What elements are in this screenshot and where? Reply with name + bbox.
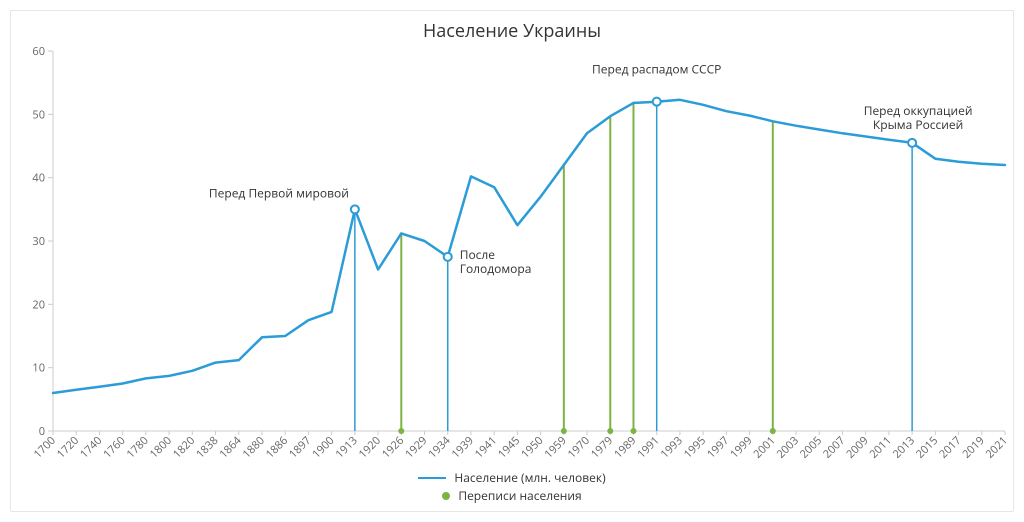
chart-legend: Население (млн. человек) Переписи населе… (11, 469, 1013, 505)
svg-text:1929: 1929 (402, 433, 430, 461)
svg-text:50: 50 (32, 107, 45, 122)
svg-text:1820: 1820 (170, 433, 198, 461)
svg-text:1941: 1941 (472, 433, 500, 461)
svg-text:1959: 1959 (541, 433, 569, 461)
svg-text:1700: 1700 (30, 433, 58, 461)
svg-text:1897: 1897 (286, 433, 314, 461)
svg-text:2003: 2003 (773, 433, 801, 461)
svg-text:1997: 1997 (704, 433, 732, 461)
svg-text:2013: 2013 (890, 433, 918, 461)
svg-text:1920: 1920 (355, 433, 383, 461)
svg-text:Перед оккупациейКрыма Россией: Перед оккупациейКрыма Россией (864, 102, 973, 133)
svg-text:2001: 2001 (750, 433, 778, 461)
svg-text:1934: 1934 (425, 433, 454, 462)
svg-text:1780: 1780 (123, 433, 151, 461)
svg-text:Перед Первой мировой: Перед Первой мировой (209, 184, 349, 201)
svg-text:1913: 1913 (332, 433, 360, 461)
svg-text:1995: 1995 (681, 433, 709, 461)
svg-text:1720: 1720 (54, 433, 82, 461)
svg-text:2017: 2017 (936, 433, 964, 461)
svg-text:2019: 2019 (959, 433, 987, 461)
svg-text:1838: 1838 (193, 433, 221, 461)
svg-text:1900: 1900 (309, 433, 337, 461)
svg-text:2007: 2007 (820, 433, 848, 461)
svg-text:1945: 1945 (495, 433, 523, 461)
svg-text:10: 10 (32, 361, 45, 376)
svg-text:1950: 1950 (518, 433, 546, 461)
svg-text:1740: 1740 (77, 433, 105, 461)
legend-census-label: Переписи населения (458, 487, 581, 505)
chart-plot: 0102030405060170017201740176017801800182… (11, 11, 1013, 471)
chart-container: Население Украины 0102030405060170017201… (10, 10, 1014, 512)
svg-text:2021: 2021 (982, 433, 1010, 461)
svg-text:40: 40 (32, 171, 45, 186)
svg-text:1939: 1939 (448, 433, 476, 461)
svg-text:1926: 1926 (379, 433, 407, 461)
svg-text:1800: 1800 (147, 433, 175, 461)
svg-text:1991: 1991 (634, 433, 662, 461)
svg-text:1760: 1760 (100, 433, 128, 461)
svg-text:1989: 1989 (611, 433, 639, 461)
svg-text:30: 30 (32, 234, 45, 249)
svg-text:2011: 2011 (866, 433, 894, 461)
svg-text:60: 60 (32, 44, 45, 59)
svg-text:1864: 1864 (216, 433, 245, 462)
svg-text:1880: 1880 (239, 433, 267, 461)
svg-text:2015: 2015 (913, 433, 941, 461)
legend-census-row: Переписи населения (11, 487, 1013, 505)
legend-dot-swatch (442, 492, 450, 500)
legend-series-label: Население (млн. человек) (454, 469, 605, 487)
svg-text:20: 20 (32, 297, 45, 312)
legend-line-swatch (418, 477, 446, 479)
svg-text:1999: 1999 (727, 433, 755, 461)
svg-text:1970: 1970 (564, 433, 592, 461)
svg-text:1886: 1886 (263, 433, 291, 461)
svg-text:2009: 2009 (843, 433, 871, 461)
svg-text:2005: 2005 (797, 433, 825, 461)
svg-text:ПослеГолодомора: ПослеГолодомора (460, 246, 532, 277)
svg-text:1993: 1993 (657, 433, 685, 461)
legend-series-row: Население (млн. человек) (11, 469, 1013, 487)
svg-text:1979: 1979 (588, 433, 616, 461)
svg-text:Перед распадом СССР: Перед распадом СССР (592, 61, 721, 78)
